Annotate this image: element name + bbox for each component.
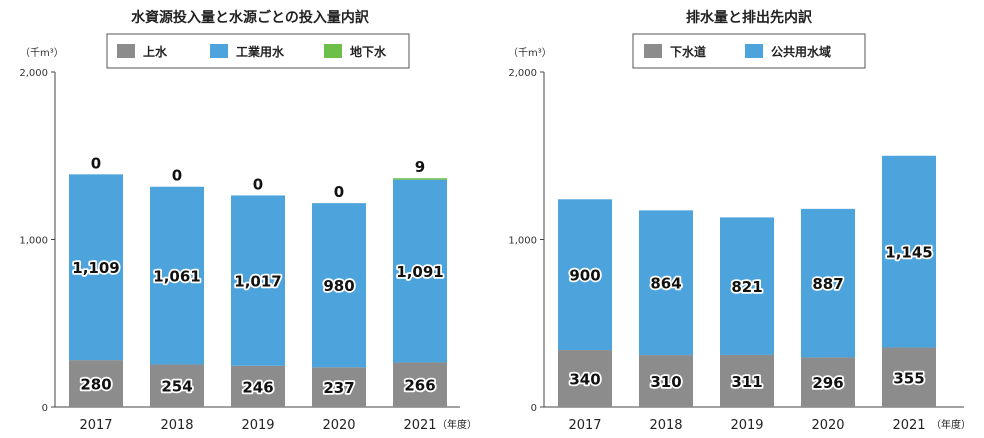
data-label-2018-series-3: 0 bbox=[172, 167, 182, 185]
bar-2021-series-3 bbox=[393, 178, 447, 180]
legend-swatch-1 bbox=[117, 44, 135, 58]
legend-entry-1: 上水 bbox=[143, 44, 168, 59]
data-label-2018-series-1: 254 bbox=[161, 378, 192, 396]
y-axis-unit: （千m³） bbox=[508, 47, 552, 59]
legend-entry-1: 下水道 bbox=[670, 44, 706, 59]
chart-title: 排水量と排出先内訳 bbox=[686, 9, 813, 26]
bar-2018-series-1 bbox=[639, 355, 693, 407]
bar-2020-series-2 bbox=[801, 208, 855, 358]
legend-entry-2: 公共用水域 bbox=[771, 44, 831, 59]
data-label-2021-series-2: 1,145 bbox=[885, 244, 932, 262]
bar-2019-series-2 bbox=[231, 195, 285, 366]
bar-2018-series-2 bbox=[150, 186, 204, 365]
data-label-2020-series-1: 296 bbox=[812, 374, 843, 392]
legend-entry-2: 工業用水 bbox=[236, 44, 285, 59]
data-label-2017-series-1: 340 bbox=[569, 371, 600, 389]
bar-2021-series-1 bbox=[393, 362, 447, 407]
bar-2017-series-1 bbox=[558, 350, 612, 407]
chart-2: 排水量と排出先内訳 （千m³） 下水道 公共用水域 0 1,000 2,000 340 900 2… bbox=[508, 9, 971, 433]
x-tick-label-2019: 2019 bbox=[241, 418, 274, 433]
y-tick-label: 1,000 bbox=[508, 236, 537, 247]
x-tick-label-2017: 2017 bbox=[568, 418, 601, 433]
legend-entry-3: 地下水 bbox=[350, 44, 387, 59]
bar-2021-series-2 bbox=[882, 155, 936, 348]
data-label-2020-series-2: 980 bbox=[323, 277, 354, 295]
data-label-2017-series-2: 1,109 bbox=[72, 259, 119, 277]
x-axis-suffix: （年度） bbox=[931, 418, 971, 431]
data-label-2019-series-1: 311 bbox=[731, 373, 762, 391]
data-label-2020-series-2: 887 bbox=[812, 275, 843, 293]
y-tick-label: 1,000 bbox=[19, 236, 48, 247]
bar-2017-series-1 bbox=[69, 360, 123, 407]
bar-2017-series-2 bbox=[69, 174, 123, 361]
y-tick-label: 2,000 bbox=[19, 68, 48, 79]
data-label-2021-series-3: 9 bbox=[415, 158, 425, 176]
legend-swatch-2 bbox=[210, 44, 228, 58]
data-label-2017-series-3: 0 bbox=[91, 154, 101, 172]
data-label-2018-series-1: 310 bbox=[650, 373, 681, 391]
legend-box bbox=[106, 33, 410, 69]
bar-2019-series-1 bbox=[231, 365, 285, 407]
data-label-2019-series-2: 1,017 bbox=[234, 273, 281, 291]
data-label-2017-series-1: 280 bbox=[80, 376, 111, 394]
data-label-2021-series-1: 266 bbox=[404, 377, 435, 395]
chart-1: 水資源投入量と水源ごとの投入量内訳 （千m³） 上水 工業用水 地下水 0 1,000 2,0… bbox=[19, 9, 477, 433]
bar-2019-series-1 bbox=[720, 354, 774, 407]
data-label-2018-series-2: 1,061 bbox=[153, 268, 200, 286]
x-tick-label-2017: 2017 bbox=[79, 418, 112, 433]
bar-2017-series-2 bbox=[558, 199, 612, 351]
legend-swatch-2 bbox=[745, 44, 763, 58]
bar-2021-series-1 bbox=[882, 347, 936, 407]
x-tick-label-2021: 2021 bbox=[403, 418, 436, 433]
y-tick-label: 0 bbox=[531, 403, 537, 414]
legend-swatch-1 bbox=[644, 44, 662, 58]
legend-swatch-3 bbox=[324, 44, 342, 58]
y-tick-label: 2,000 bbox=[508, 68, 537, 79]
x-tick-label-2018: 2018 bbox=[649, 418, 682, 433]
bar-2018-series-1 bbox=[150, 364, 204, 407]
bar-2020-series-1 bbox=[312, 367, 366, 407]
x-tick-label-2019: 2019 bbox=[730, 418, 763, 433]
data-label-2019-series-3: 0 bbox=[253, 175, 263, 193]
data-label-2021-series-1: 355 bbox=[893, 369, 924, 387]
bar-2019-series-2 bbox=[720, 217, 774, 355]
x-tick-label-2020: 2020 bbox=[322, 418, 355, 433]
x-tick-label-2020: 2020 bbox=[811, 418, 844, 433]
x-tick-label-2021: 2021 bbox=[892, 418, 925, 433]
bar-2020-series-1 bbox=[801, 357, 855, 407]
data-label-2019-series-2: 821 bbox=[731, 278, 762, 296]
data-label-2021-series-2: 1,091 bbox=[396, 263, 443, 281]
bar-2018-series-2 bbox=[639, 210, 693, 356]
x-tick-label-2018: 2018 bbox=[160, 418, 193, 433]
y-axis-unit: （千m³） bbox=[20, 47, 64, 59]
y-tick-label: 0 bbox=[42, 403, 48, 414]
data-label-2017-series-2: 900 bbox=[569, 267, 600, 285]
bar-2021-series-2 bbox=[393, 179, 447, 363]
x-axis-suffix: （年度） bbox=[437, 418, 477, 431]
bar-2020-series-2 bbox=[312, 203, 366, 368]
data-label-2020-series-3: 0 bbox=[334, 183, 344, 201]
data-label-2018-series-2: 864 bbox=[650, 275, 681, 293]
data-label-2020-series-1: 237 bbox=[323, 379, 354, 397]
data-label-2019-series-1: 246 bbox=[242, 378, 273, 396]
chart-title: 水資源投入量と水源ごとの投入量内訳 bbox=[131, 9, 370, 26]
